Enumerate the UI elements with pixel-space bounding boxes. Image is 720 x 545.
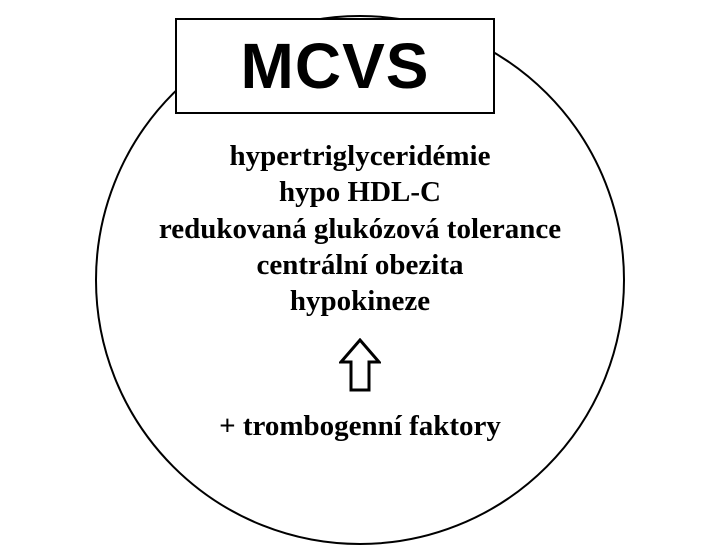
footer-text: + trombogenní faktory: [0, 410, 720, 443]
symptom-line: centrální obezita: [0, 247, 720, 283]
symptom-line: redukovaná glukózová tolerance: [0, 211, 720, 247]
symptom-line: hypokineze: [0, 283, 720, 319]
up-arrow-icon: [0, 338, 720, 392]
symptom-line: hypertriglyceridémie: [0, 138, 720, 174]
title-text: MCVS: [241, 29, 430, 103]
symptom-line: hypo HDL-C: [0, 174, 720, 210]
arrow-shape: [341, 340, 379, 390]
symptom-list: hypertriglyceridémiehypo HDL-Credukovaná…: [0, 138, 720, 319]
title-box: MCVS: [175, 18, 495, 114]
